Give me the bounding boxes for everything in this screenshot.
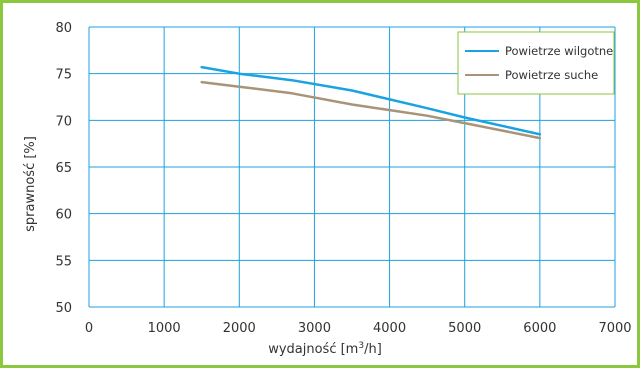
series-line-0 bbox=[200, 65, 542, 136]
x-tick-label: 2000 bbox=[223, 321, 256, 336]
x-axis-label: wydajność [m3/h] bbox=[268, 341, 382, 357]
line-chart: 50 55 60 65 70 75 80 0 1000 2000 3000 4000 5000 6000… bbox=[23, 21, 632, 357]
x-axis-label-superscript: 3 bbox=[358, 341, 364, 351]
x-tick-label: 6000 bbox=[523, 321, 556, 336]
legend-label-0: Powietrze wilgotne bbox=[505, 44, 613, 58]
x-tick-label: 1000 bbox=[148, 321, 181, 336]
x-axis-label-main: wydajność [m bbox=[268, 342, 358, 357]
x-axis-label-tail: /h] bbox=[364, 342, 382, 357]
legend: Powietrze wilgotne Powietrze suche bbox=[457, 31, 615, 95]
series-lines bbox=[200, 65, 542, 140]
x-tick-label: 5000 bbox=[448, 321, 481, 336]
x-tick-label: 0 bbox=[85, 321, 93, 336]
x-axis-ticks: 0 1000 2000 3000 4000 5000 6000 7000 bbox=[85, 321, 632, 336]
y-axis-ticks: 50 55 60 65 70 75 80 bbox=[55, 21, 72, 316]
y-tick-label: 50 bbox=[55, 301, 72, 316]
legend-label-1: Powietrze suche bbox=[505, 68, 598, 82]
y-tick-label: 65 bbox=[55, 161, 72, 176]
y-tick-label: 75 bbox=[55, 68, 72, 83]
y-tick-label: 55 bbox=[55, 254, 72, 269]
x-tick-label: 7000 bbox=[598, 321, 631, 336]
y-axis-label: sprawność [%] bbox=[23, 136, 38, 232]
x-tick-label: 4000 bbox=[373, 321, 406, 336]
x-tick-label: 3000 bbox=[298, 321, 331, 336]
legend-box bbox=[457, 31, 615, 95]
y-tick-label: 60 bbox=[55, 208, 72, 223]
y-tick-label: 80 bbox=[55, 21, 72, 36]
series-line-1 bbox=[200, 80, 542, 140]
y-tick-label: 70 bbox=[55, 114, 72, 129]
